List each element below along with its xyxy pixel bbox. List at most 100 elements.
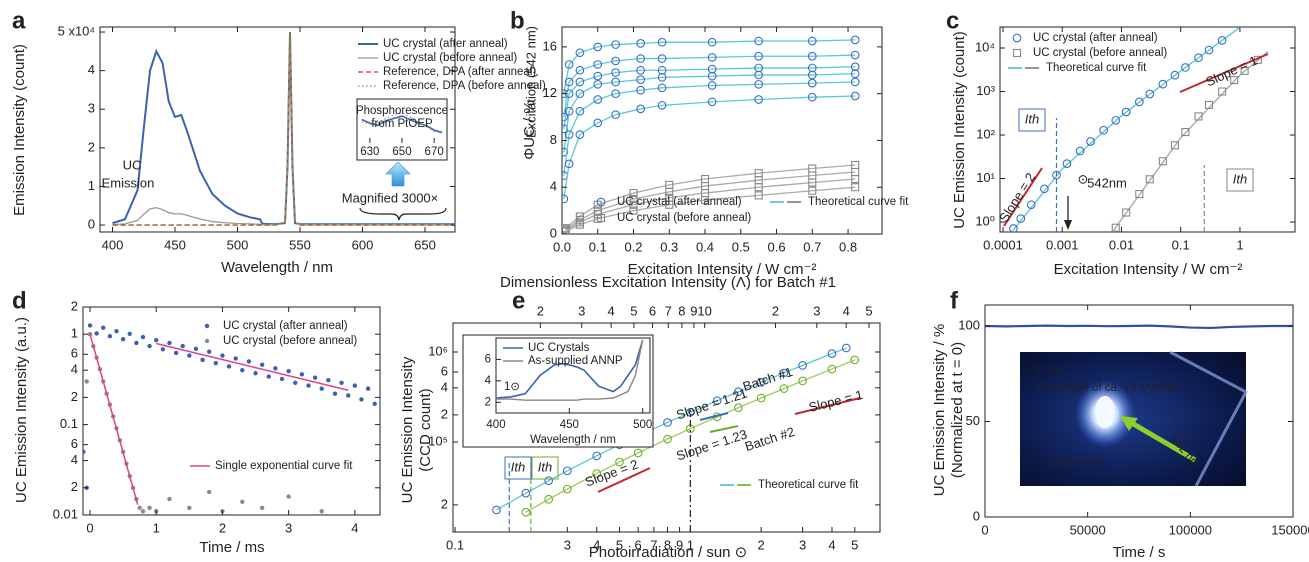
marker — [564, 159, 574, 169]
marker — [1111, 223, 1120, 232]
x2-tick-label: 2 — [537, 303, 544, 318]
marker — [137, 505, 142, 511]
marker — [564, 60, 574, 69]
marker — [851, 174, 860, 184]
series-line — [565, 171, 856, 230]
x-tick-label: 9 — [676, 537, 683, 552]
marker — [754, 79, 763, 89]
x-tick-label: 650 — [414, 237, 436, 252]
x-tick-label: 0 — [981, 522, 988, 537]
marker — [611, 40, 620, 49]
marker — [850, 50, 860, 60]
marker — [827, 349, 837, 358]
marker — [167, 340, 172, 346]
marker — [253, 371, 258, 376]
legend-marker — [1012, 33, 1022, 43]
marker — [206, 489, 212, 495]
panel-letter: e — [512, 287, 525, 314]
marker — [134, 340, 139, 346]
y-tick-label: 100 — [958, 317, 980, 332]
y-tick-label: 0.1 — [60, 416, 78, 431]
marker — [306, 383, 311, 388]
annotation-box — [531, 456, 559, 480]
x-tick-label: 5 — [616, 537, 623, 552]
x-tick-label: 0.0 — [553, 239, 571, 254]
marker — [564, 106, 574, 116]
annotation: Batch #2 — [743, 424, 796, 454]
series-line — [525, 359, 856, 513]
marker — [575, 106, 585, 116]
marker — [240, 499, 245, 504]
marker — [851, 183, 860, 192]
legend-label: UC crystal (after anneal) — [223, 320, 348, 332]
y-tick-label: 8 — [550, 132, 557, 147]
annotation: Ith — [511, 459, 525, 474]
marker — [779, 384, 789, 393]
series-line — [563, 95, 856, 200]
y-tick-label: 3 — [88, 101, 95, 116]
x-axis-label: Excitation Intensity / W cm⁻² — [628, 261, 817, 278]
marker — [332, 391, 338, 396]
marker — [259, 505, 265, 511]
marker — [592, 469, 602, 478]
legend-marker — [204, 323, 210, 329]
marker — [233, 356, 238, 361]
slope-guide — [794, 397, 861, 415]
marker — [279, 376, 285, 382]
marker — [657, 37, 667, 47]
marker — [173, 350, 179, 356]
marker — [754, 36, 763, 46]
marker — [707, 64, 717, 74]
magnify-arrow — [385, 161, 411, 187]
x-tick-label: 1 — [153, 520, 160, 535]
y-tick-label: 0 — [550, 225, 557, 240]
marker — [707, 37, 717, 47]
marker — [352, 383, 358, 388]
marker — [544, 476, 554, 485]
annotation: Batch #1 — [741, 364, 794, 394]
marker — [756, 377, 766, 387]
annotation: 1⊙ — [504, 381, 520, 393]
marker — [629, 194, 638, 203]
x-tick-label: 6 — [635, 537, 642, 552]
marker — [286, 368, 291, 374]
y-axis-label: UC Emission Intensity (count) — [951, 31, 968, 229]
marker — [611, 110, 620, 120]
marker — [657, 65, 667, 75]
marker — [1145, 89, 1155, 99]
marker — [756, 393, 766, 403]
marker — [1134, 97, 1144, 107]
marker — [187, 505, 192, 511]
marker — [629, 189, 638, 198]
marker — [1121, 107, 1131, 117]
annotation: Excitation (542 nm) — [523, 26, 538, 138]
marker — [206, 349, 212, 354]
marker — [339, 380, 344, 386]
y-tick-label: 16 — [543, 38, 557, 53]
x-tick-label: 0.7 — [803, 239, 821, 254]
marker — [615, 457, 624, 467]
x-axis-label: Wavelength / nm — [221, 259, 333, 276]
legend-label: UC crystal (before anneal) — [223, 335, 357, 347]
y-tick-label: 1 — [88, 178, 95, 193]
series-line — [563, 54, 856, 118]
annotation: UC — [123, 157, 142, 172]
series-line — [565, 178, 856, 232]
marker — [636, 65, 646, 75]
plot-frame — [99, 26, 456, 233]
marker — [807, 36, 817, 46]
photo-label: Glass slide — [1047, 456, 1103, 468]
marker — [492, 505, 501, 515]
marker — [319, 386, 324, 391]
marker — [850, 91, 860, 101]
y-tick-label: 2 — [71, 298, 78, 313]
marker — [707, 53, 717, 62]
x-tick-label: 8 — [664, 537, 671, 552]
plot-frame — [984, 304, 1294, 518]
x-axis-label: Wavelength / nm — [530, 434, 616, 446]
x-tick-label: 0.1 — [589, 239, 607, 254]
series-line — [563, 73, 856, 153]
marker — [593, 118, 603, 128]
x2-tick-label: 2 — [772, 303, 779, 318]
